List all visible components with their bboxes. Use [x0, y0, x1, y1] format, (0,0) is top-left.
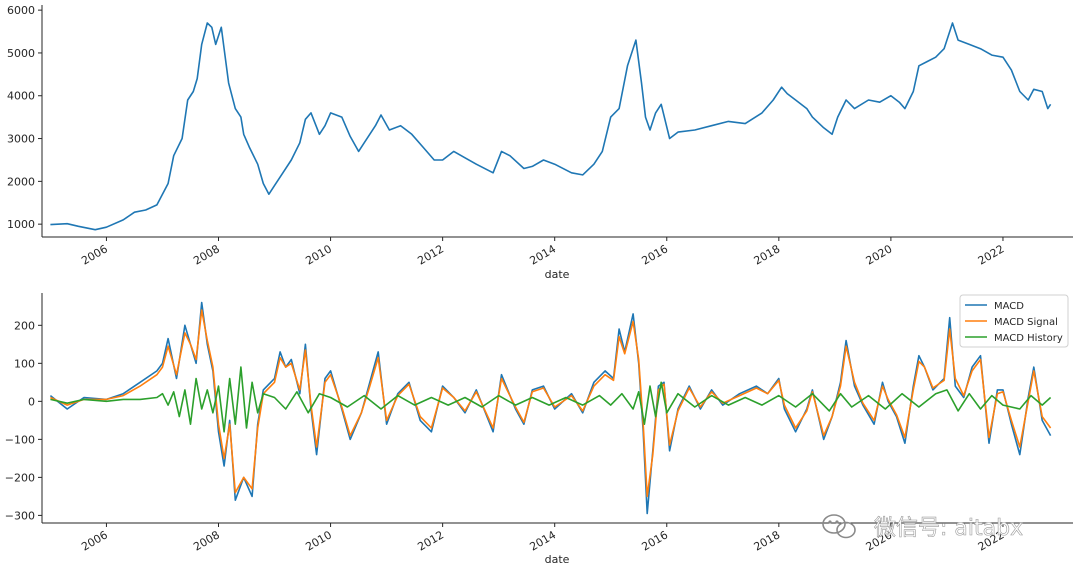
series-line-price: [50, 22, 1052, 231]
series-line-macd: [49, 301, 1052, 515]
y-tick-label: −100: [5, 433, 35, 446]
x-tick-label: 2012: [415, 242, 446, 267]
x-tick-label: 2018: [752, 242, 783, 267]
legend-label: MACD History: [994, 333, 1063, 344]
x-tick-label: 2006: [79, 528, 110, 553]
x-tick-label: 2022: [976, 242, 1007, 267]
x-tick-label: 2016: [640, 242, 671, 267]
x-axis-label: date: [545, 268, 570, 281]
y-tick-label: 100: [14, 357, 35, 370]
legend-label: MACD Signal: [994, 317, 1058, 328]
x-tick-label: 2008: [191, 528, 222, 553]
series-line-macd-history: [50, 366, 1052, 433]
x-tick-label: 2012: [415, 528, 446, 553]
legend-label: MACD: [994, 301, 1024, 312]
y-tick-label: 200: [14, 319, 35, 332]
wechat-icon: [822, 514, 856, 539]
y-tick-label: 0: [28, 395, 35, 408]
watermark: 微信号: aitabx: [822, 514, 1023, 541]
price-chart-panel: 1000 2000 3000 4000 5000 6000 2006 2008 2010 2012…: [7, 4, 1073, 281]
watermark-text: 微信号: aitabx: [874, 516, 1023, 541]
x-tick-label: 2006: [79, 242, 110, 267]
x-tick-label: 2020: [864, 242, 895, 267]
y-tick-label: −200: [5, 471, 35, 484]
x-tick-label: 2016: [640, 528, 671, 553]
x-tick-label: 2010: [303, 528, 334, 553]
series-line-macd-signal: [50, 309, 1052, 498]
y-tick-label: 5000: [7, 47, 35, 60]
x-tick-label: 2014: [527, 528, 558, 553]
y-tick-label: 1000: [7, 218, 35, 231]
x-tick-label: 2010: [303, 242, 334, 267]
chart-legend: MACD MACD Signal MACD History: [959, 294, 1069, 348]
y-tick-label: 6000: [7, 4, 35, 17]
x-tick-label: 2018: [752, 528, 783, 553]
legend-box: [959, 294, 1069, 348]
y-tick-label: 2000: [7, 175, 35, 188]
x-tick-label: 2014: [527, 242, 558, 267]
x-tick-label: 2008: [191, 242, 222, 267]
x-axis-label: date: [545, 553, 570, 566]
y-tick-label: 4000: [7, 90, 35, 103]
y-tick-label: 3000: [7, 133, 35, 146]
y-tick-label: −300: [5, 509, 35, 522]
